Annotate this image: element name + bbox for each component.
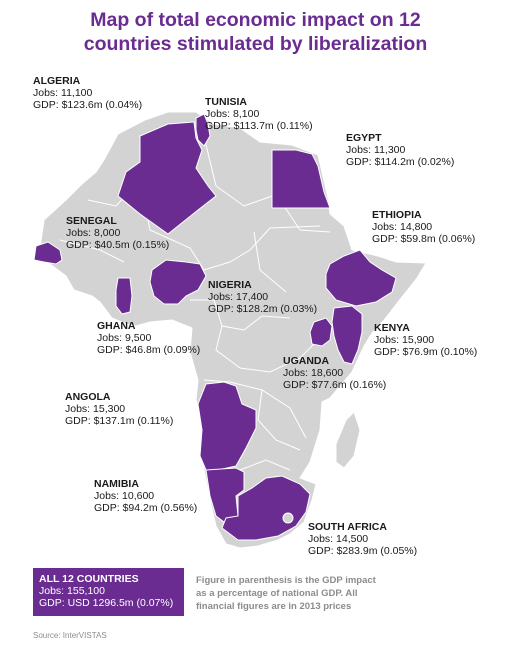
totals-jobs: Jobs: 155,100 [39, 585, 105, 597]
label-jobs: Jobs: 14,800 [372, 221, 433, 233]
label-tunisia: TUNISIA Jobs: 8,100 GDP: $113.7m (0.11%) [205, 96, 313, 132]
country-ethiopia[interactable] [325, 249, 397, 307]
totals-box: ALL 12 COUNTRIES Jobs: 155,100 GDP: USD … [33, 568, 184, 616]
label-jobs: Jobs: 14,500 [308, 533, 369, 545]
label-uganda: UGANDA Jobs: 18,600 GDP: $77.6m (0.16%) [283, 355, 386, 391]
country-nigeria[interactable] [149, 259, 207, 305]
label-name: KENYA [374, 322, 410, 334]
label-name: SOUTH AFRICA [308, 521, 387, 533]
country-egypt[interactable] [271, 149, 331, 209]
label-gdp: GDP: $77.6m (0.16%) [283, 379, 387, 391]
label-name: UGANDA [283, 355, 330, 367]
africa-landmass [39, 111, 427, 549]
footnote-line-1: Figure in parenthesis is the GDP impact [196, 575, 376, 586]
label-gdp: GDP: $113.7m (0.11%) [205, 120, 313, 132]
footnote-line-2: as a percentage of national GDP. All [196, 588, 358, 599]
country-angola[interactable] [197, 381, 257, 471]
label-jobs: Jobs: 18,600 [283, 367, 344, 379]
label-name: TUNISIA [205, 96, 247, 108]
label-jobs: Jobs: 9,500 [97, 332, 152, 344]
label-gdp: GDP: $40.5m (0.15%) [66, 239, 170, 251]
label-name: GHANA [97, 320, 136, 332]
label-jobs: Jobs: 15,900 [374, 334, 435, 346]
label-kenya: KENYA Jobs: 15,900 GDP: $76.9m (0.10%) [374, 322, 477, 358]
label-namibia: NAMIBIA Jobs: 10,600 GDP: $94.2m (0.56%) [94, 478, 197, 514]
label-gdp: GDP: $94.2m (0.56%) [94, 502, 198, 514]
country-south-africa[interactable] [221, 475, 311, 541]
source-note: Source: InterVISTAS [33, 631, 107, 640]
label-name: ANGOLA [65, 391, 111, 403]
label-jobs: Jobs: 11,300 [346, 144, 406, 156]
label-jobs: Jobs: 8,100 [205, 108, 260, 120]
footnote-line-3: financial figures are in 2013 prices [196, 601, 352, 612]
totals-gdp: GDP: USD 1296.5m (0.07%) [39, 597, 174, 609]
label-ghana: GHANA Jobs: 9,500 GDP: $46.8m (0.09%) [97, 320, 200, 356]
country-ghana[interactable] [115, 277, 133, 315]
map-title: Map of total economic impact on 12 count… [0, 8, 511, 56]
label-name: NAMIBIA [94, 478, 139, 490]
label-name: SENEGAL [66, 215, 117, 227]
totals-name: ALL 12 COUNTRIES [39, 573, 139, 585]
footnote: Figure in parenthesis is the GDP impact … [196, 574, 396, 613]
madagascar-landmass [335, 411, 361, 469]
label-name: ETHIOPIA [372, 209, 422, 221]
label-jobs: Jobs: 8,000 [66, 227, 121, 239]
label-gdp: GDP: $283.9m (0.05%) [308, 545, 418, 557]
label-gdp: GDP: $137.1m (0.11%) [65, 415, 174, 427]
label-jobs: Jobs: 11,100 [33, 87, 93, 99]
country-algeria[interactable] [117, 121, 217, 235]
label-south-africa: SOUTH AFRICA Jobs: 14,500 GDP: $283.9m (… [308, 521, 417, 557]
label-gdp: GDP: $76.9m (0.10%) [374, 346, 478, 358]
label-ethiopia: ETHIOPIA Jobs: 14,800 GDP: $59.8m (0.06%… [372, 209, 475, 245]
label-jobs: Jobs: 17,400 [208, 291, 269, 303]
country-kenya[interactable] [331, 305, 363, 365]
label-gdp: GDP: $46.8m (0.09%) [97, 344, 201, 356]
label-gdp: GDP: $114.2m (0.02%) [346, 156, 455, 168]
title-line-2: countries stimulated by liberalization [83, 33, 428, 55]
label-egypt: EGYPT Jobs: 11,300 GDP: $114.2m (0.02%) [346, 132, 454, 168]
label-algeria: ALGERIA Jobs: 11,100 GDP: $123.6m (0.04%… [33, 75, 142, 111]
lesotho-marker [282, 512, 294, 524]
country-senegal[interactable] [33, 241, 63, 265]
label-jobs: Jobs: 10,600 [94, 490, 155, 502]
label-jobs: Jobs: 15,300 [65, 403, 126, 415]
country-uganda[interactable] [309, 317, 333, 347]
label-name: NIGERIA [208, 279, 252, 291]
label-gdp: GDP: $128.2m (0.03%) [208, 303, 318, 315]
label-gdp: GDP: $123.6m (0.04%) [33, 99, 143, 111]
country-namibia[interactable] [205, 467, 245, 523]
label-senegal: SENEGAL Jobs: 8,000 GDP: $40.5m (0.15%) [66, 215, 169, 251]
country-tunisia[interactable] [195, 113, 211, 147]
label-gdp: GDP: $59.8m (0.06%) [372, 233, 476, 245]
title-line-1: Map of total economic impact on 12 [90, 9, 421, 31]
label-name: ALGERIA [33, 75, 81, 87]
label-angola: ANGOLA Jobs: 15,300 GDP: $137.1m (0.11%) [65, 391, 173, 427]
label-name: EGYPT [346, 132, 382, 144]
label-nigeria: NIGERIA Jobs: 17,400 GDP: $128.2m (0.03%… [208, 279, 317, 315]
